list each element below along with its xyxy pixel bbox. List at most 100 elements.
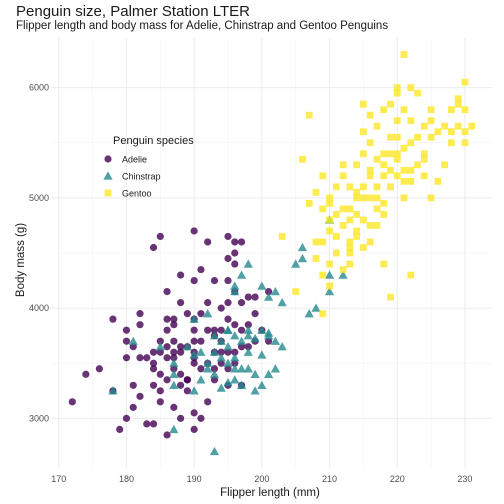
chinstrap-point (230, 375, 240, 384)
chinstrap-point (203, 309, 213, 318)
gentoo-point (387, 183, 394, 191)
adelie-point (224, 315, 232, 323)
gentoo-point (346, 249, 354, 257)
chinstrap-point (277, 342, 287, 351)
x-tick-label: 190 (187, 474, 202, 484)
gentoo-point (434, 128, 442, 136)
adelie-point (197, 365, 205, 373)
adelie-point (177, 381, 185, 389)
adelie-point (136, 321, 144, 329)
chinstrap-point (270, 286, 280, 296)
adelie-point (231, 260, 239, 268)
adelie-point (136, 310, 144, 318)
adelie-point (170, 348, 178, 356)
gentoo-point (359, 150, 367, 158)
gentoo-point (319, 238, 327, 246)
gentoo-point (393, 155, 401, 163)
gentoo-point (387, 150, 394, 158)
series-adelie (68, 227, 273, 439)
adelie-point (129, 343, 137, 351)
chinstrap-point (169, 380, 179, 389)
x-tick-label: 170 (51, 474, 66, 484)
gentoo-point (414, 161, 421, 169)
chinstrap-point (324, 286, 335, 296)
adelie-point (231, 359, 239, 367)
adelie-point (210, 376, 219, 384)
gentoo-point (353, 211, 361, 218)
chinstrap-point (230, 353, 240, 362)
gentoo-point (339, 266, 347, 273)
legend-label: Chinstrap (122, 172, 161, 182)
adelie-point (190, 425, 198, 434)
adelie-point (224, 348, 232, 356)
gentoo-point (461, 106, 469, 114)
chinstrap-point (203, 364, 213, 373)
chinstrap-point (128, 336, 138, 345)
adelie-point (217, 359, 225, 367)
adelie-point (204, 238, 212, 246)
gentoo-point (339, 222, 347, 229)
gentoo-point (393, 133, 401, 141)
chinstrap-point (223, 377, 233, 387)
x-tick-label: 180 (119, 474, 134, 484)
gentoo-point (380, 260, 388, 268)
legend-label: Gentoo (122, 189, 152, 199)
x-axis-ticks: 170 180 190 200 210 220 230 (51, 474, 472, 484)
legend-item-chinstrap: Chinstrap (103, 171, 161, 182)
gentoo-point (373, 183, 381, 191)
adelie-point (190, 359, 198, 367)
gentoo-point (447, 106, 455, 114)
adelie-point (224, 365, 232, 373)
adelie-point (82, 370, 90, 378)
gentoo-point (427, 106, 435, 114)
chart-subtitle: Flipper length and body mass for Adelie,… (16, 20, 389, 32)
legend-item-adelie: Adelie (104, 155, 147, 165)
chinstrap-point (250, 369, 260, 378)
gentoo-point (359, 128, 367, 136)
gentoo-point (400, 194, 408, 202)
gentoo-point (366, 238, 374, 246)
chinstrap-point (243, 259, 253, 268)
gentoo-point (366, 166, 374, 174)
gentoo-point (373, 205, 381, 213)
adelie-point (197, 337, 205, 345)
adelie-point (244, 293, 252, 301)
adelie-point (237, 343, 246, 351)
adelie-point (68, 398, 76, 406)
adelie-point (177, 370, 185, 378)
legend-title: Penguin species (113, 135, 194, 147)
adelie-point (231, 249, 239, 257)
adelie-point (156, 387, 164, 395)
chinstrap-point (189, 386, 199, 395)
chinstrap-point (169, 358, 179, 367)
adelie-point (163, 326, 171, 334)
gentoo-point (319, 172, 327, 180)
adelie-point (163, 287, 171, 296)
adelie-point (237, 326, 246, 334)
chinstrap-point (270, 336, 280, 345)
adelie-point (224, 254, 232, 263)
gentoo-point (332, 211, 340, 218)
y-tick-label: 4000 (29, 303, 49, 313)
adelie-point (210, 326, 219, 334)
gentoo-point (400, 144, 408, 152)
adelie-point (136, 354, 144, 362)
adelie-point (177, 348, 185, 356)
gentoo-point (380, 199, 388, 207)
adelie-point (190, 337, 198, 345)
series-chinstrap (108, 215, 348, 456)
gentoo-point (366, 222, 374, 229)
adelie-point (244, 343, 252, 351)
chinstrap-point (257, 380, 267, 389)
adelie-point (149, 365, 158, 373)
adelie-point (177, 414, 185, 422)
chinstrap-point (297, 242, 308, 252)
gentoo-point (407, 84, 415, 92)
gentoo-point (393, 150, 401, 158)
gentoo-point (373, 122, 381, 130)
gentoo-point (400, 106, 408, 114)
y-tick-label: 6000 (29, 83, 49, 93)
chinstrap-point (277, 298, 287, 307)
legend: Penguin species Adelie Chinstrap Gentoo (103, 135, 194, 199)
gentoo-point (407, 117, 415, 125)
